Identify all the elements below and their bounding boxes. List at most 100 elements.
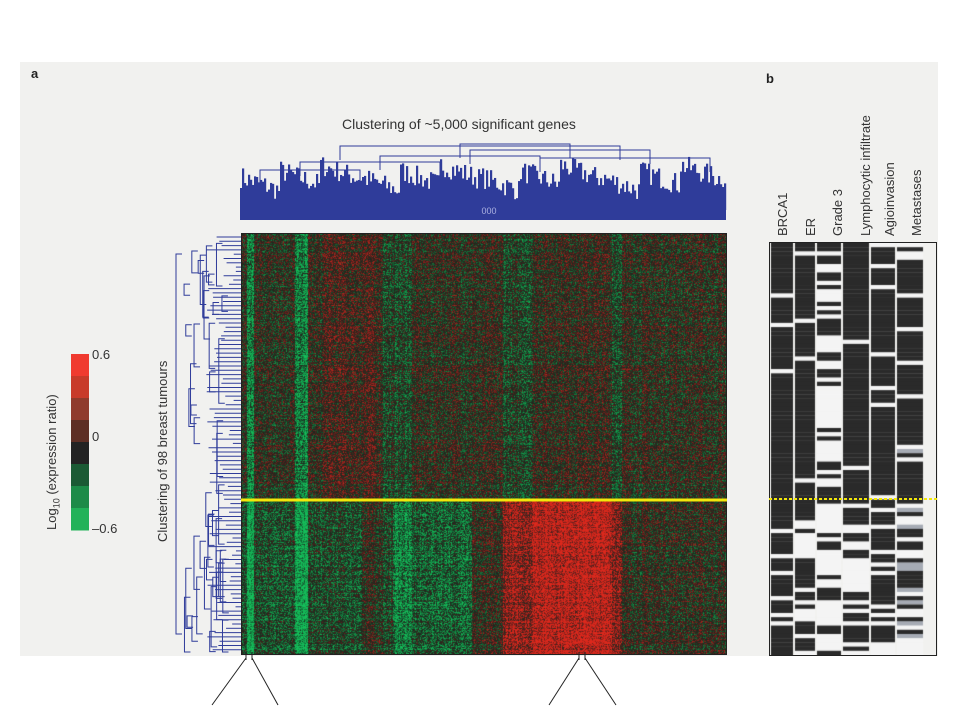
gene-dendrogram-leaf xyxy=(596,177,599,210)
gene-dendrogram-leaf xyxy=(528,165,531,210)
gene-dendrogram-leaf xyxy=(696,172,699,210)
gene-dendrogram-leaf xyxy=(594,167,597,210)
gene-dendrogram-leaf xyxy=(490,170,493,210)
gene-dendrogram-leaf xyxy=(332,170,335,210)
gene-dendrogram-leaf xyxy=(256,176,259,210)
gene-dendrogram-leaf xyxy=(266,191,269,210)
tumour-dendrogram-branch xyxy=(205,492,212,528)
tumour-dendrogram-branch xyxy=(218,484,225,545)
gene-dendrogram-leaf xyxy=(254,176,257,210)
gene-dendrogram-leaf xyxy=(630,193,633,210)
gene-dendrogram-leaf xyxy=(392,186,395,210)
gene-dendrogram-leaf xyxy=(458,171,461,210)
gene-dendrogram-leaf xyxy=(510,182,513,210)
gene-dendrogram-leaf xyxy=(290,170,293,210)
gene-dendrogram-leaf xyxy=(624,191,627,210)
gene-dendrogram-leaf xyxy=(412,182,415,210)
gene-dendrogram-leaf xyxy=(628,191,631,210)
gene-dendrogram-leaf xyxy=(334,176,337,210)
colour-scale-bar xyxy=(71,354,89,531)
gene-dendrogram-leaf xyxy=(602,185,605,210)
gene-dendrogram-leaf xyxy=(428,188,431,210)
gene-dendrogram-leaf xyxy=(576,167,579,210)
tumour-dendrogram-branch xyxy=(185,567,192,629)
gene-dendrogram-leaf xyxy=(360,180,363,210)
gene-dendrogram-leaf xyxy=(398,192,401,210)
gene-dendrogram-leaf xyxy=(446,172,449,210)
gene-dendrogram-leaf xyxy=(432,173,435,210)
tumour-dendrogram-branch xyxy=(221,619,229,653)
column-label-brca1: BRCA1 xyxy=(775,192,790,236)
gene-dendrogram-leaf xyxy=(638,184,641,210)
gene-dendrogram-leaf xyxy=(240,187,243,210)
gene-dendrogram-leaf xyxy=(424,180,427,210)
gene-dendrogram-leaf xyxy=(242,168,245,210)
gene-dendrogram-leaf xyxy=(556,186,559,210)
gene-dendrogram-leaf xyxy=(352,178,355,210)
gene-dendrogram-leaf xyxy=(646,169,649,210)
gene-dendrogram-leaf xyxy=(586,182,589,210)
gene-dendrogram-leaf xyxy=(480,173,483,210)
colour-scale-step xyxy=(71,508,89,531)
gene-dendrogram-leaf xyxy=(292,172,295,210)
gene-dendrogram-leaf xyxy=(616,177,619,210)
gene-dendrogram-leaf xyxy=(564,161,567,210)
gene-dendrogram-leaf xyxy=(346,164,349,210)
panel-a-letter: a xyxy=(31,66,39,81)
gene-dendrogram-leaf xyxy=(478,169,481,210)
gene-dendrogram-leaf xyxy=(566,168,569,210)
gene-dendrogram-leaf xyxy=(306,183,309,210)
gene-dendrogram-leaf xyxy=(514,199,517,210)
gene-dendrogram-leaf xyxy=(278,191,281,210)
gene-dendrogram-leaf xyxy=(530,166,533,210)
gene-dendrogram-leaf xyxy=(408,183,411,210)
gene-dendrogram-leaf xyxy=(348,174,351,210)
gene-dendrogram-leaf xyxy=(338,181,341,210)
gene-dendrogram-leaf xyxy=(668,189,671,210)
gene-dendrogram-leaf xyxy=(522,167,525,210)
gene-dendrogram-leaf xyxy=(532,164,535,210)
gene-dendrogram-leaf xyxy=(654,173,657,210)
gene-dendrogram-leaf xyxy=(716,183,719,210)
gene-dendrogram-leaf xyxy=(524,163,527,210)
gene-dendrogram-leaf xyxy=(468,177,471,210)
colour-scale-step xyxy=(71,420,89,443)
gene-dendrogram-leaf xyxy=(722,186,725,210)
colour-scale-mid: 0 xyxy=(92,429,100,444)
gene-dendrogram-leaf xyxy=(368,170,371,210)
column-label-grade3: Grade 3 xyxy=(830,189,845,236)
gene-dendrogram-leaf xyxy=(688,156,691,210)
tumour-dendrogram-branch xyxy=(216,571,223,621)
gene-dendrogram-leaf xyxy=(640,163,643,210)
gene-dendrogram-leaf xyxy=(258,182,261,210)
gene-dendrogram-leaf xyxy=(590,174,593,210)
gene-dendrogram-leaf xyxy=(582,179,585,210)
gene-dendrogram-leaf xyxy=(526,183,529,210)
gene-dendrogram-leaf xyxy=(250,179,253,210)
column-label-agioinvasion: Agioinvasion xyxy=(882,162,897,236)
gene-dendrogram-leaf xyxy=(262,181,265,210)
tumour-dendrogram-branch xyxy=(185,324,192,337)
gene-dendrogram-leaf xyxy=(370,181,373,210)
gene-dendrogram-leaf xyxy=(452,166,455,210)
gene-dendrogram-leaf xyxy=(296,167,299,210)
gene-dendrogram-leaf xyxy=(570,172,573,210)
pointer-line-right-b xyxy=(584,657,617,706)
heatmap-frame xyxy=(241,233,727,655)
gene-dendrogram-leaf xyxy=(362,177,365,210)
tumour-dendrogram-branch xyxy=(205,245,213,283)
gene-dendrogram-leaf xyxy=(662,186,665,210)
gene-dendrogram-leaf xyxy=(474,177,477,210)
tumour-dendrogram-branch xyxy=(215,242,223,287)
gene-dendrogram-leaf xyxy=(508,182,511,210)
tumour-dendrogram-branch xyxy=(208,322,216,369)
column-label-metastases: Metastases xyxy=(909,169,924,236)
gene-dendrogram-leaf xyxy=(386,188,389,210)
gene-dendrogram-leaf xyxy=(634,190,637,210)
gene-dendrogram-leaf xyxy=(504,195,507,210)
gene-dendrogram-leaf xyxy=(578,163,581,210)
colour-scale-step xyxy=(71,442,89,465)
colour-scale-step xyxy=(71,354,89,377)
gene-dendrogram-leaf xyxy=(516,198,519,210)
gene-dendrogram-leaf xyxy=(376,179,379,210)
